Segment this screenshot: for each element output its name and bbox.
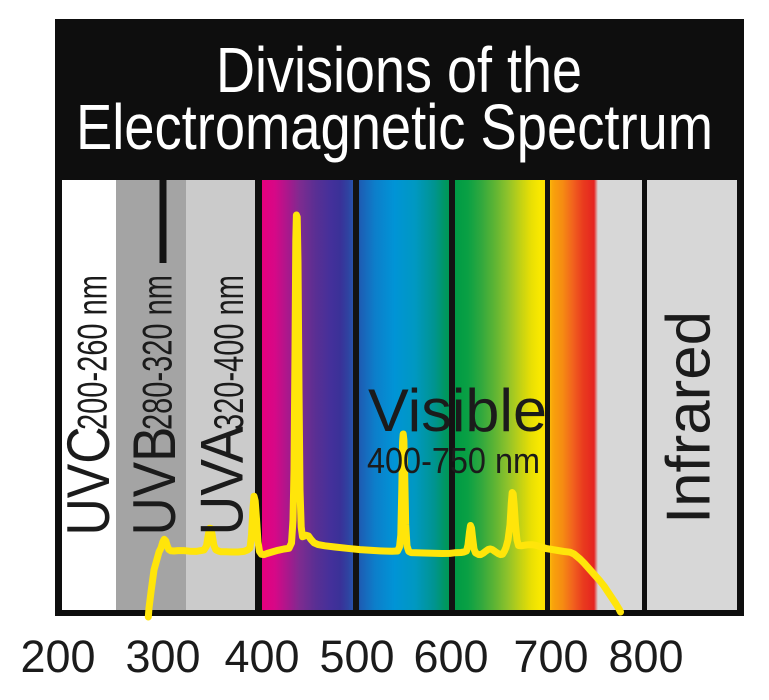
svg-text:200-260 nm: 200-260 nm <box>69 275 116 430</box>
svg-text:Divisions of the: Divisions of the <box>216 34 582 106</box>
svg-text:320-400 nm: 320-400 nm <box>205 275 252 430</box>
svg-text:UVA: UVA <box>189 427 256 536</box>
svg-text:200: 200 <box>21 631 96 682</box>
svg-text:400-750 nm: 400-750 nm <box>367 440 540 481</box>
svg-text:UVC: UVC <box>55 427 122 536</box>
svg-text:600: 600 <box>414 631 489 682</box>
svg-text:500: 500 <box>320 631 395 682</box>
svg-text:300: 300 <box>126 631 201 682</box>
svg-text:800: 800 <box>609 631 684 682</box>
svg-text:Visible: Visible <box>368 377 547 444</box>
svg-text:280-320 nm: 280-320 nm <box>134 275 181 430</box>
svg-text:700: 700 <box>514 631 589 682</box>
svg-text:Infrared: Infrared <box>655 311 724 524</box>
svg-text:Electromagnetic Spectrum: Electromagnetic Spectrum <box>76 91 713 163</box>
svg-text:400: 400 <box>225 631 300 682</box>
svg-text:UVB: UVB <box>121 427 188 536</box>
